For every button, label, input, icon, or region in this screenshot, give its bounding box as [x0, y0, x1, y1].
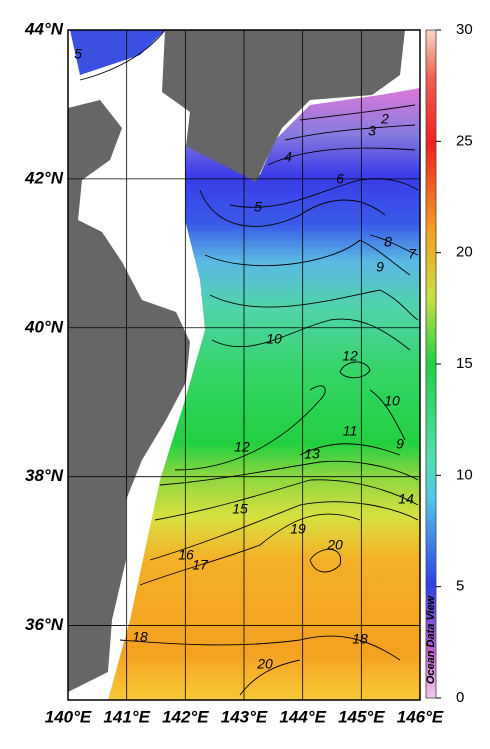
contour-label: 9	[396, 436, 404, 452]
contour-label: 13	[304, 446, 320, 462]
contour-line	[209, 289, 419, 321]
contour-label: 3	[368, 123, 376, 139]
y-tick-label: 40°N	[24, 317, 64, 336]
x-tick-label: 143°E	[221, 707, 268, 726]
contour-line	[139, 513, 361, 586]
x-tick-label: 145°E	[338, 707, 385, 726]
grid	[67, 29, 421, 700]
contour-label: 12	[234, 439, 250, 455]
contour-label: 20	[256, 656, 273, 672]
contour-label: 20	[326, 537, 343, 553]
colorbar-tick-label: 5	[456, 578, 464, 595]
contour-line	[299, 104, 416, 121]
contour-label: 18	[352, 631, 368, 647]
x-tick-label: 140°E	[45, 707, 92, 726]
contour-line	[159, 460, 419, 486]
x-tick-label: 146°E	[397, 707, 444, 726]
contour-line	[79, 29, 166, 81]
contour-line	[239, 659, 301, 696]
land-honshu	[68, 100, 190, 692]
colorbar-tick-label: 20	[456, 244, 473, 261]
sst-field	[108, 88, 420, 700]
y-tick-label: 38°N	[25, 466, 64, 485]
contour-line	[309, 548, 342, 573]
contour-line	[299, 443, 401, 456]
contour-label: 14	[398, 491, 414, 507]
x-tick-label: 144°E	[279, 707, 326, 726]
contour-label: 4	[284, 149, 292, 165]
contour-label: 8	[384, 234, 392, 250]
contour-label: 18	[132, 629, 148, 645]
contour-line	[154, 479, 419, 521]
contour-label: 16	[178, 547, 194, 563]
sst-field-north	[70, 30, 165, 75]
x-tick-label: 142°E	[162, 707, 209, 726]
y-tick-label: 42°N	[24, 168, 64, 187]
x-tick-label: 141°E	[103, 707, 150, 726]
contour-line	[149, 501, 419, 561]
contour-line	[339, 361, 371, 379]
contour-label: 12	[342, 348, 358, 364]
contour-label: 19	[290, 521, 306, 537]
land-hokkaido	[162, 30, 405, 182]
contour-label: 17	[192, 557, 209, 573]
contour-label: 5	[74, 46, 82, 62]
contour-label: 2	[380, 111, 389, 127]
y-tick-label: 36°N	[25, 615, 64, 634]
contour-label: 10	[266, 331, 282, 347]
colorbar-tick-label: 25	[456, 132, 473, 149]
contour-line	[229, 178, 419, 208]
contour-label: 7	[408, 246, 417, 262]
contour-line	[199, 189, 386, 227]
colorbar-tick-label: 0	[456, 689, 464, 706]
contour-label: 11	[343, 423, 358, 439]
contour-line	[174, 385, 326, 471]
contour-line	[284, 124, 416, 141]
contour-label: 15	[232, 501, 248, 517]
contour-label: 9	[376, 259, 384, 275]
contour-line	[369, 389, 406, 441]
contour-label: 10	[384, 393, 400, 409]
watermark: Ocean Data View	[425, 594, 437, 684]
contour-line	[369, 234, 419, 256]
contour-label: 5	[254, 199, 262, 215]
contour-line	[211, 318, 411, 351]
contour-line	[267, 147, 416, 166]
y-tick-label: 44°N	[24, 19, 64, 38]
colorbar-tick-label: 30	[456, 21, 473, 38]
colorbar-tick-label: 10	[456, 466, 473, 483]
contour-label: 6	[336, 171, 344, 187]
contour-line	[204, 239, 411, 276]
colorbar-tick-label: 15	[456, 355, 473, 372]
plot-frame	[67, 29, 421, 701]
contour-line	[119, 635, 401, 661]
